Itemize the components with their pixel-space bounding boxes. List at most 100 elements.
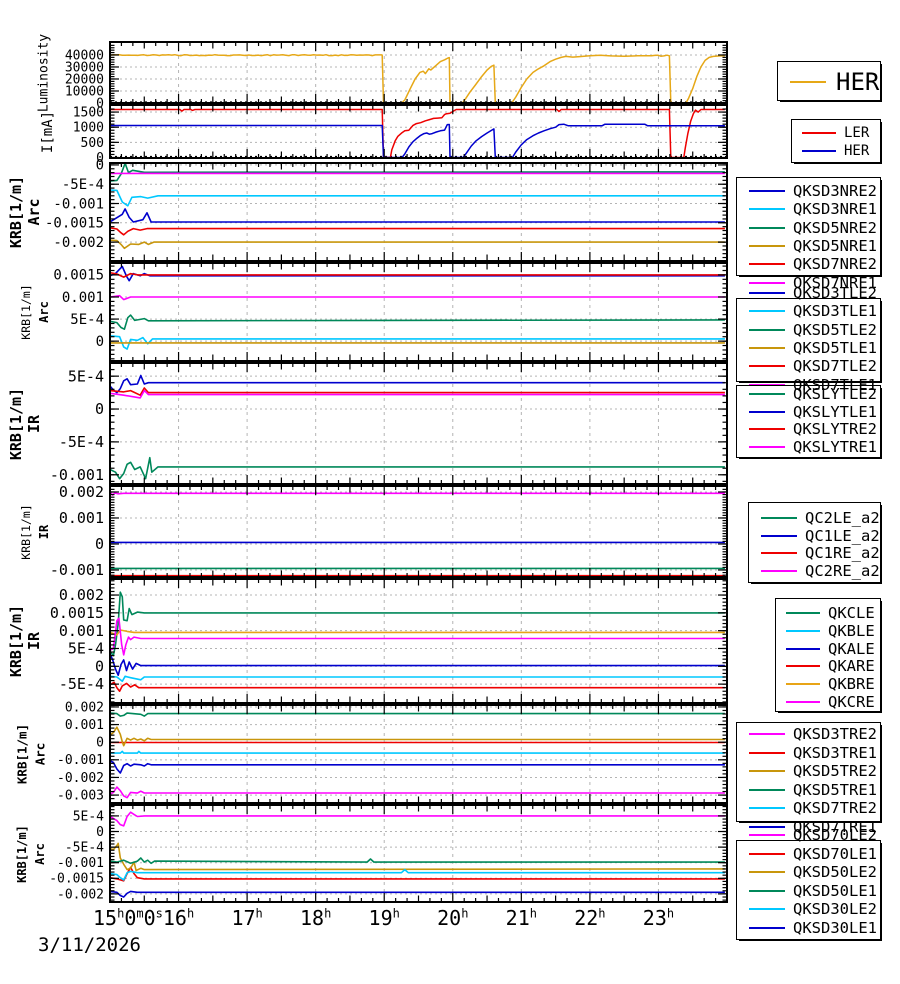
legend-entry-label: HER [836,68,880,96]
legend-line-sample-icon [749,346,785,349]
legend-entry-label: QKSD70LE2 [793,826,877,844]
legend-entry: QKSD50LE2 [749,863,877,881]
legend-entry: QKSD3NRE2 [749,182,877,200]
legend-entry: QKSD5NRE2 [749,219,877,237]
legend-line-sample-icon [786,647,820,650]
panel-border [109,104,728,159]
legend-entry: QC2LE_a2 [761,509,880,527]
legend-entry-label: QKSD3NRE2 [793,182,877,200]
y-axis-title-luminosity: Luminosity [36,33,52,112]
legend-line-sample-icon [749,292,785,294]
y-tick-label: 5E-4 [73,809,104,824]
y-axis-title-arc_tre: KRB[1/m] [14,723,30,785]
y-tick-label: 5E-4 [70,312,104,328]
legend-line-sample-icon [749,446,785,449]
legend-entry: QKSD7TRE1 [749,818,877,836]
series-QKSD3NRE2 [110,208,725,223]
series-QKSD7NRE2 [110,227,725,236]
y-axis-title-ir_qk: KRB[1/m] [7,604,25,678]
series-HER [110,123,725,158]
panel-border [109,578,728,704]
legend-qksd-ole: QKSD70LE2 QKSD70LE1 QKSD50LE2 QKSD50LE1 QKSD… [736,826,882,941]
legend-entry: QKSD7TLE2 [749,357,877,375]
legend-entry: QKSD50LE1 [749,882,877,900]
legend-beam-currents: LER HER [791,119,882,164]
legend-line-sample-icon [749,733,785,735]
y-tick-label: -0.002 [57,887,104,902]
panel-border [109,704,728,804]
legend-entry-label: QKSLYTRE2 [793,420,877,439]
y-tick-label: 1500 [73,105,104,120]
x-tick-label: 21h [505,906,537,930]
tick-marks [110,805,727,902]
legend-entry-label: QKSD5TLE1 [793,338,877,357]
panel-ir_qksly: 5E-4 0 -5E-4 -0.001 [50,362,728,485]
legend-entry: QKSD3TRE2 [749,725,877,743]
series-QKSD3NRE1 [110,189,725,207]
series-QC2RE_a2 [110,491,725,496]
series-QKSD7TRE2 [110,750,725,754]
legend-line-sample-icon [749,263,785,266]
series-QKSD5TRE1 [110,712,725,717]
y-axis-title-ir_qksly-sub: IR [25,414,43,433]
legend-entry-label: LER [844,125,870,141]
legend-line-sample-icon [749,926,785,929]
legend-entry: QKSD3NRE1 [749,200,877,218]
legend-line-sample-icon [749,807,785,809]
y-tick-label: 0.001 [65,718,104,733]
legend-entry-label: QKSD7TLE2 [793,357,877,376]
y-axis-title-arc_tle: KRB[1/m] [19,284,33,340]
series-QKCLE [110,591,725,657]
y-tick-label: 0.001 [59,622,104,640]
legend-line-sample-icon [761,534,797,537]
legend-entry-label: QKBRE [828,675,875,694]
tick-marks [110,105,727,159]
legend-line-sample-icon [802,132,836,134]
series-QKSD7TRE1 [110,759,725,774]
y-tick-label: 30000 [65,60,104,75]
panel-arc_ole: 5E-40-5E-4-0.001-0.0015-0.002 [49,804,728,903]
legend-line-sample-icon [749,244,785,247]
y-tick-label: -5E-4 [65,841,104,856]
y-axis-title-ir_qksly: KRB[1/m] [7,387,25,460]
series-QKALE [110,653,725,677]
legend-line-sample-icon [761,517,797,519]
legend-entry-label: QKALE [828,639,875,658]
y-tick-label: -0.001 [57,753,104,768]
legend-line-sample-icon [749,751,785,754]
legend-entry: QKSLYTRE2 [749,420,877,438]
y-tick-label: 0 [95,400,104,418]
y-tick-label: 5E-4 [68,640,104,658]
legend-her-luminosity: HER [777,61,882,102]
legend-line-sample-icon [749,889,785,892]
legend-entry-label: QKCLE [828,604,875,622]
legend-entry-label: QC2RE_a2 [805,562,880,581]
legend-qksly: QKSLYTLE2 QKSLYTLE1 QKSLYTRE2 QKSLYTRE1 [736,385,882,459]
legend-entry: LER [802,124,869,142]
y-axis-title-arc_tle-sub: Arc [37,301,51,323]
y-tick-label: 0.002 [59,586,104,604]
legend-entry: QKSD7TRE2 [749,799,877,817]
y-axis-title-ir_qc_a2-sub: IR [37,524,51,539]
panel-border [109,804,728,903]
legend-entry: QKALE [786,640,875,658]
y-tick-label: 0 [96,825,104,840]
legend-entry-label: QKSLYTRE1 [793,438,877,457]
series-QKSD30LE2 [110,868,725,881]
panel-arc_nre: 0 -5E-4 -0.001 -0.0015 -0.002 [45,158,728,262]
legend-line-sample-icon [749,908,785,910]
legend-line-sample-icon [749,365,785,368]
y-tick-label: 0.002 [59,483,104,501]
y-tick-label: -0.001 [50,466,104,484]
date-label: 3/11/2026 [38,934,141,956]
legend-line-sample-icon [749,788,785,791]
legend-entry: QKSD70LE2 [749,826,877,844]
x-tick-label-start: 15h0m0s [93,906,163,930]
series-layer [110,491,725,577]
y-tick-label: -0.002 [57,771,104,786]
legend-entry-label: QKSD70LE1 [793,844,877,863]
legend-entry: QKCLE [786,604,875,622]
y-axis-title-current: I[mA] [40,110,56,153]
y-tick-label: 5E-4 [68,367,104,385]
